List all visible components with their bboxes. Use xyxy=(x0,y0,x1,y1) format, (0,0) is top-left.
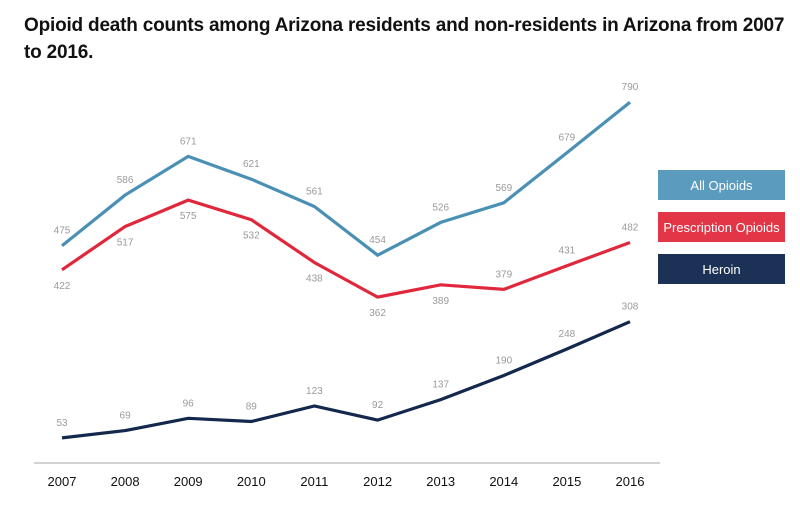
x-tick-label: 2013 xyxy=(426,474,455,489)
data-label-heroin: 248 xyxy=(559,329,576,340)
legend-label: Heroin xyxy=(702,261,741,277)
data-label-prescription-opioids: 517 xyxy=(117,238,134,249)
data-label-all-opioids: 790 xyxy=(622,82,639,93)
data-label-heroin: 308 xyxy=(622,302,639,313)
x-tick-label: 2012 xyxy=(363,474,392,489)
series-line-all-opioids xyxy=(60,100,631,258)
legend-label: All Opioids xyxy=(690,177,753,193)
data-label-prescription-opioids: 422 xyxy=(54,281,71,292)
data-label-prescription-opioids: 482 xyxy=(622,223,639,234)
data-label-all-opioids: 671 xyxy=(180,136,197,147)
legend-item-heroin: Heroin xyxy=(658,254,785,284)
data-label-prescription-opioids: 389 xyxy=(432,296,449,307)
x-tick-label: 2009 xyxy=(174,474,203,489)
data-label-heroin: 96 xyxy=(183,398,195,409)
data-label-all-opioids: 475 xyxy=(54,226,71,237)
data-label-heroin: 123 xyxy=(306,386,323,397)
x-tick-label: 2014 xyxy=(489,474,518,489)
data-label-prescription-opioids: 575 xyxy=(180,211,197,222)
data-label-prescription-opioids: 379 xyxy=(495,269,512,280)
legend-item-all-opioids: All Opioids xyxy=(658,170,785,200)
chart-title: Opioid death counts among Arizona reside… xyxy=(24,15,785,63)
x-tick-label: 2010 xyxy=(237,474,266,489)
legend-label: Prescription Opioids xyxy=(663,219,780,235)
data-label-prescription-opioids: 532 xyxy=(243,231,260,242)
data-label-heroin: 137 xyxy=(432,380,449,391)
data-label-heroin: 92 xyxy=(372,400,384,411)
x-tick-label: 2008 xyxy=(111,474,140,489)
data-label-all-opioids: 621 xyxy=(243,159,260,170)
x-tick-label: 2015 xyxy=(552,474,581,489)
series-line-prescription-opioids xyxy=(61,198,631,299)
data-label-all-opioids: 586 xyxy=(117,175,134,186)
data-label-prescription-opioids: 431 xyxy=(559,246,576,257)
legend-item-prescription-opioids: Prescription Opioids xyxy=(658,212,785,242)
data-label-all-opioids: 679 xyxy=(559,133,576,144)
series-line-heroin xyxy=(61,320,631,440)
data-label-all-opioids: 561 xyxy=(306,187,323,198)
data-label-all-opioids: 454 xyxy=(369,235,386,246)
x-tick-label: 2011 xyxy=(300,474,328,489)
data-label-heroin: 89 xyxy=(246,402,258,413)
x-tick-label: 2016 xyxy=(616,474,645,489)
data-label-all-opioids: 569 xyxy=(495,183,512,194)
data-label-heroin: 69 xyxy=(120,411,132,422)
data-label-heroin: 190 xyxy=(495,356,512,367)
data-label-prescription-opioids: 438 xyxy=(306,274,323,285)
data-label-all-opioids: 526 xyxy=(432,202,449,213)
data-label-prescription-opioids: 362 xyxy=(369,308,386,319)
x-tick-label: 2007 xyxy=(48,474,77,489)
data-label-heroin: 53 xyxy=(56,418,68,429)
